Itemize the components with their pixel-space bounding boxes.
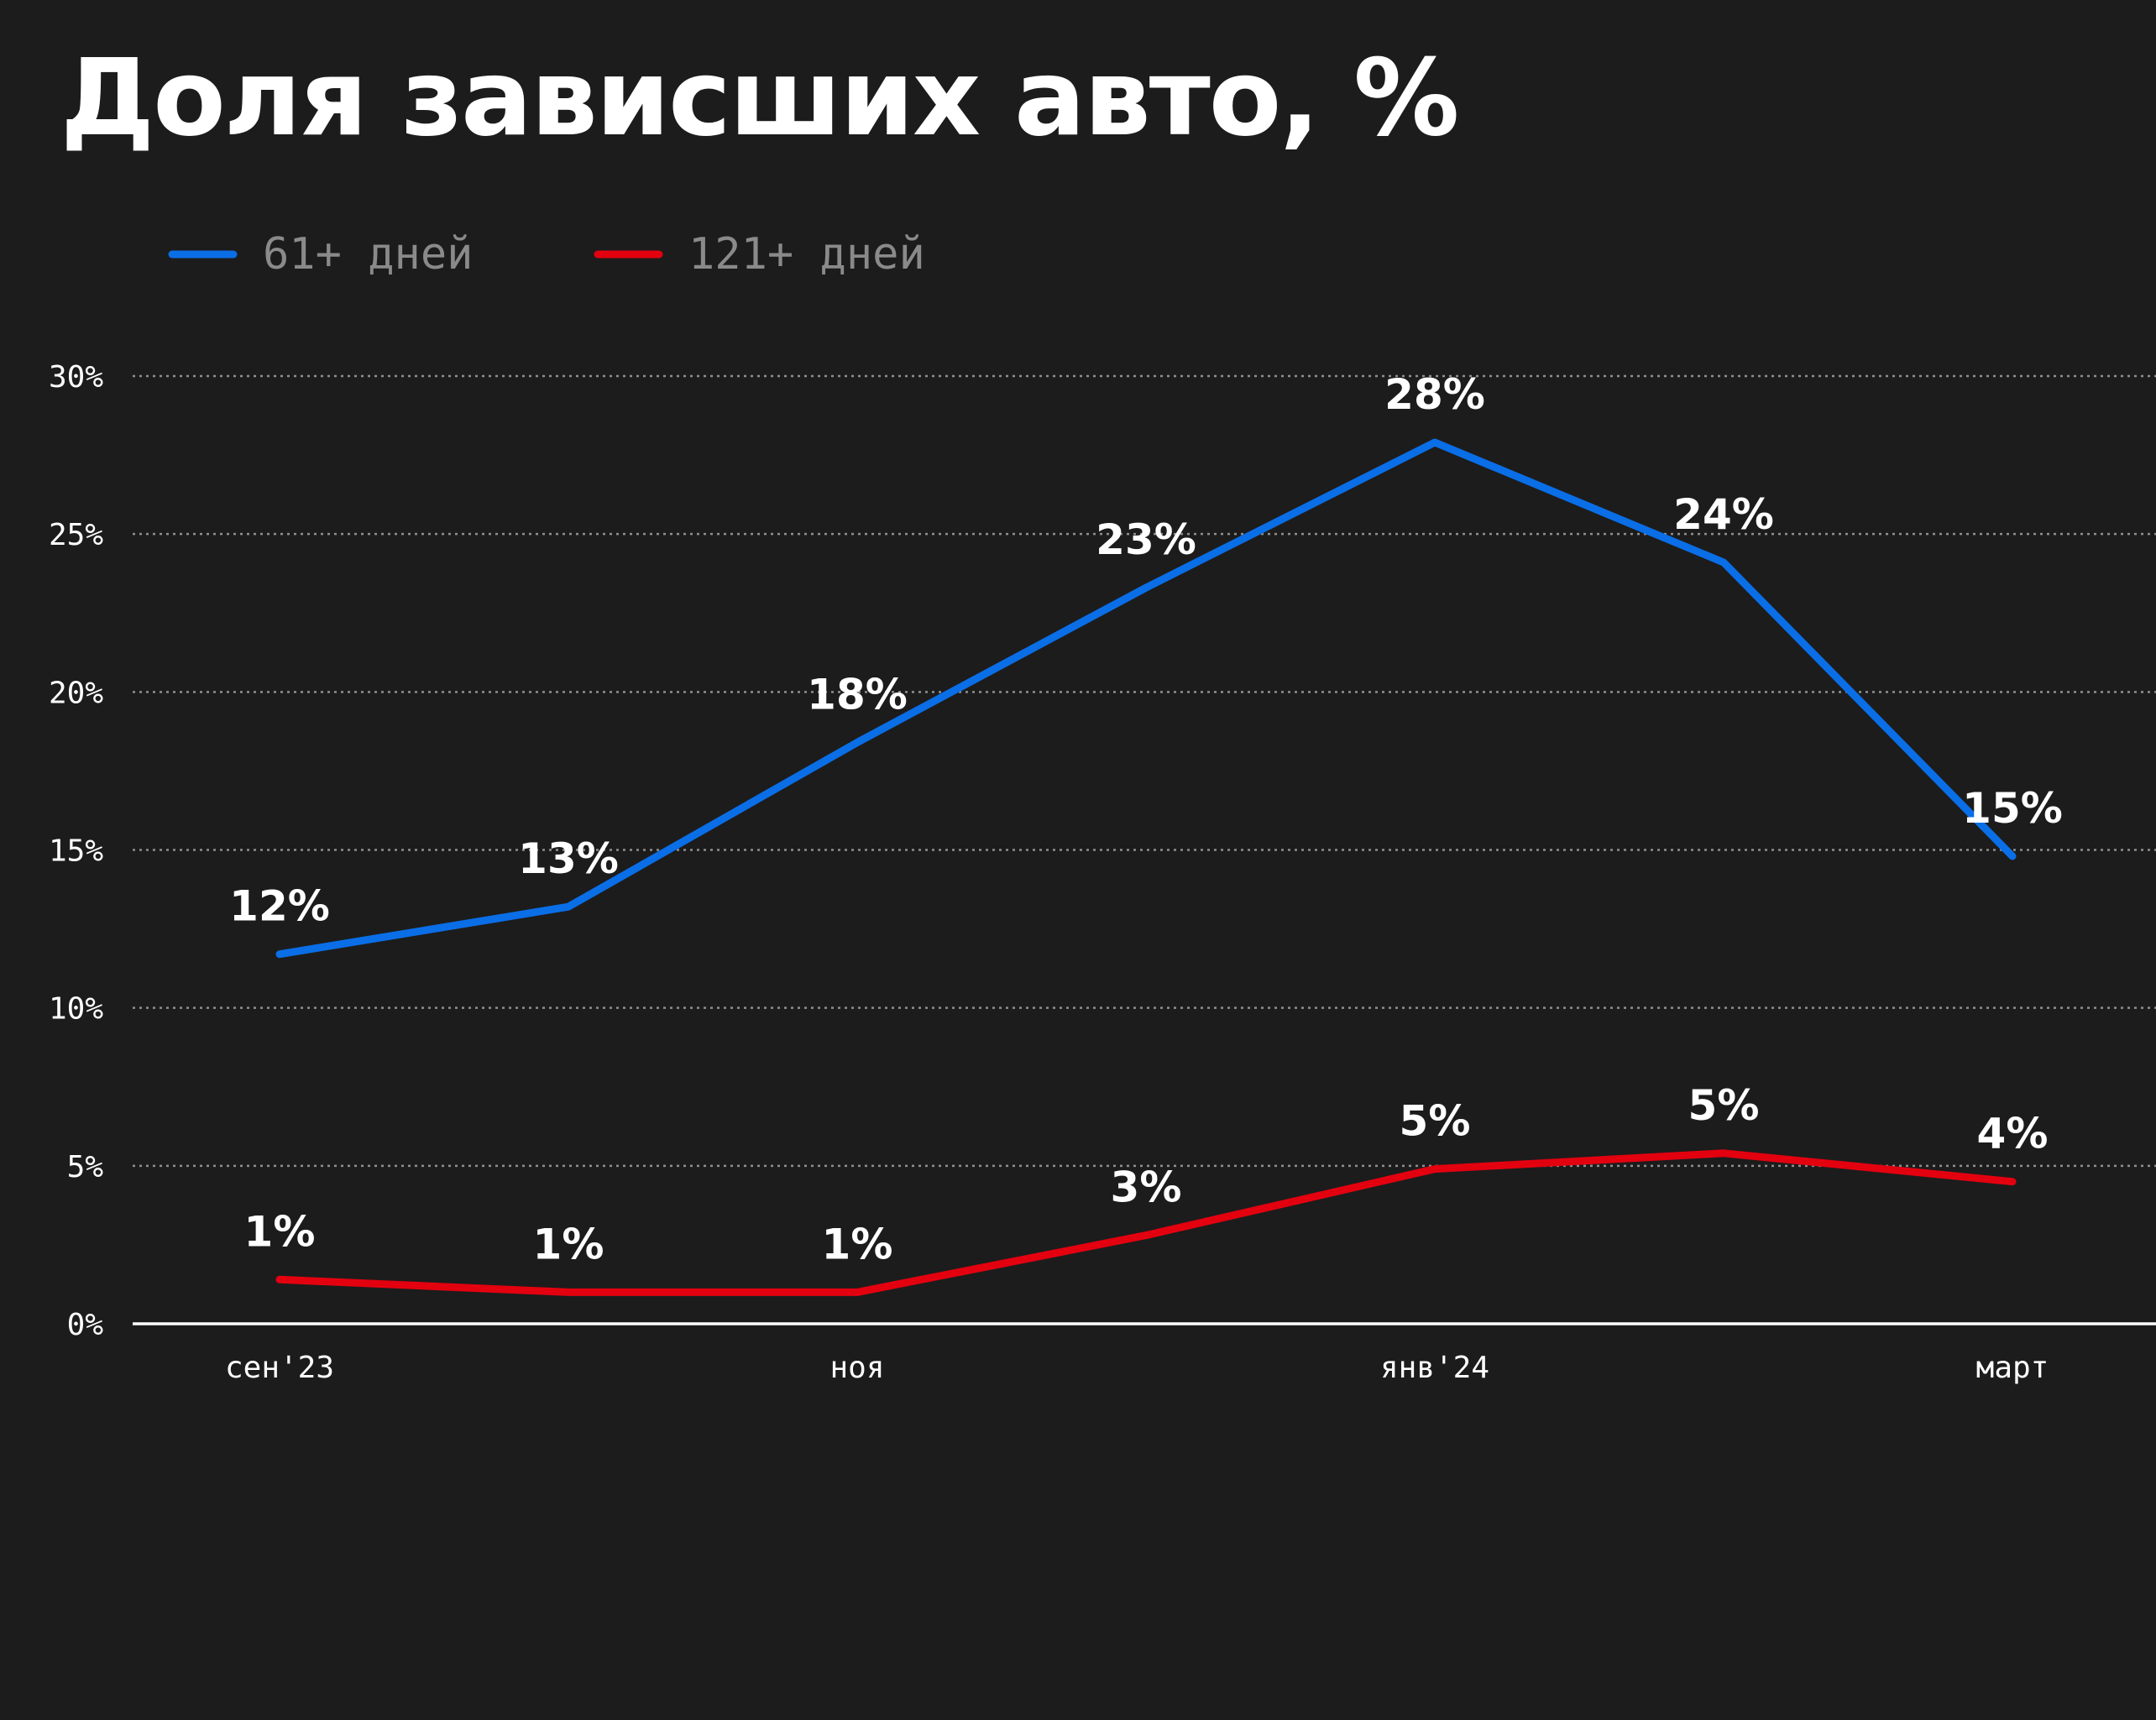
legend-label-61: 61+ дней [263, 229, 473, 280]
x-tick-label: март [1976, 1351, 2049, 1385]
y-tick-label: 25% [49, 518, 103, 552]
data-label: 1% [533, 1220, 604, 1268]
data-label: 4% [1977, 1110, 2049, 1158]
data-label: 24% [1673, 490, 1774, 539]
data-label: 3% [1111, 1163, 1182, 1212]
data-label: 1% [244, 1207, 316, 1256]
gridlines [133, 374, 2156, 1325]
y-tick-label: 0% [67, 1308, 104, 1342]
y-tick-label: 20% [49, 676, 103, 710]
legend-item-61: 61+ дней [168, 229, 473, 280]
data-label: 18% [807, 671, 908, 719]
legend-item-121: 121+ дней [594, 229, 925, 280]
x-axis: сен'23 ноя янв'24 март [225, 1351, 2049, 1385]
y-tick-label: 10% [49, 992, 103, 1027]
data-label: 13% [518, 834, 619, 883]
x-tick-label: ноя [829, 1351, 884, 1385]
data-label: 5% [1400, 1097, 1471, 1146]
x-tick-label: сен'23 [225, 1351, 334, 1385]
chart-title: Доля зависших авто, % [60, 36, 1457, 159]
y-tick-label: 5% [67, 1150, 104, 1184]
legend-label-121: 121+ дней [688, 229, 925, 280]
data-label: 5% [1688, 1081, 1760, 1130]
data-label: 12% [229, 882, 330, 931]
y-axis: 0% 5% 10% 15% 20% 25% 30% [49, 360, 103, 1342]
data-labels: 12% 13% 18% 23% 28% 24% 15% 1% 1% 1% 3% 5% 5% 4% [229, 370, 2063, 1268]
x-tick-label: янв'24 [1380, 1351, 1489, 1385]
data-label: 15% [1962, 784, 2063, 833]
legend: 61+ дней 121+ дней [168, 229, 925, 280]
y-tick-label: 30% [49, 360, 103, 395]
series-line-121 [275, 1149, 2017, 1296]
data-label: 1% [822, 1220, 893, 1268]
series-line-61 [275, 438, 2017, 959]
data-label: 23% [1096, 515, 1196, 564]
series-lines [275, 438, 2017, 1296]
y-tick-label: 15% [49, 834, 103, 869]
data-label: 28% [1384, 370, 1485, 419]
